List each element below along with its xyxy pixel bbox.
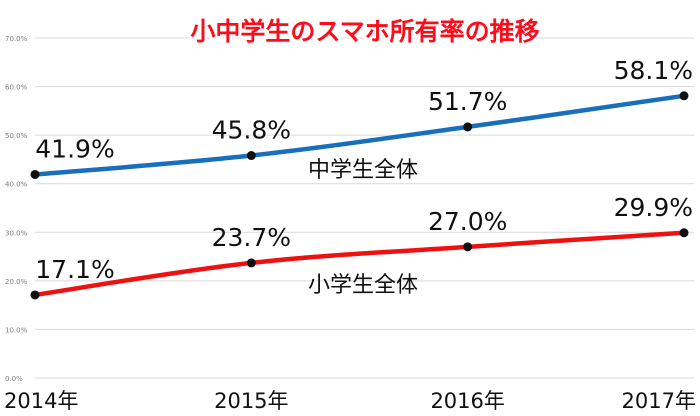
data-point bbox=[679, 228, 689, 238]
data-point bbox=[246, 151, 256, 161]
y-tick-label: 40.0% bbox=[5, 181, 28, 189]
y-tick-label: 10.0% bbox=[5, 326, 28, 334]
data-label: 58.1% bbox=[614, 56, 693, 85]
series-group bbox=[30, 91, 689, 300]
y-tick-label: 60.0% bbox=[5, 84, 28, 92]
data-label: 45.8% bbox=[212, 116, 291, 145]
data-label: 17.1% bbox=[35, 255, 114, 284]
data-label: 29.9% bbox=[614, 193, 693, 222]
data-point bbox=[246, 258, 256, 268]
y-tick-label: 30.0% bbox=[5, 229, 28, 237]
x-tick-label: 2015年 bbox=[214, 389, 288, 413]
series-name-label: 小学生全体 bbox=[308, 273, 418, 298]
x-axis-ticks: 2014年 2015年 2016年 2017年 bbox=[4, 389, 696, 413]
x-tick-label: 2014年 bbox=[4, 389, 78, 413]
series-line-0 bbox=[32, 93, 687, 177]
data-label: 23.7% bbox=[212, 223, 291, 252]
grid bbox=[35, 37, 694, 379]
data-point bbox=[679, 91, 689, 101]
y-axis-ticks: 0.0% 10.0% 20.0% 30.0% 40.0% 50.0% 60.0% 70.0% bbox=[5, 35, 28, 383]
data-label: 27.0% bbox=[428, 207, 507, 236]
series-line-1 bbox=[32, 230, 687, 298]
y-tick-label: 20.0% bbox=[5, 278, 28, 286]
data-point bbox=[463, 122, 473, 132]
x-tick-label: 2016年 bbox=[430, 389, 504, 413]
data-point bbox=[30, 290, 40, 300]
chart-title: 小中学生のスマホ所有率の推移 bbox=[190, 17, 539, 46]
data-point bbox=[463, 242, 473, 252]
data-label: 41.9% bbox=[35, 134, 114, 163]
data-label: 51.7% bbox=[428, 87, 507, 116]
y-tick-label: 70.0% bbox=[5, 35, 28, 43]
data-point bbox=[30, 169, 40, 179]
series-name-label: 中学生全体 bbox=[308, 158, 418, 183]
y-tick-label: 50.0% bbox=[5, 132, 28, 140]
y-tick-label: 0.0% bbox=[5, 375, 23, 383]
data-labels: 41.9% 45.8% 51.7% 58.1% 中学生全体 17.1% 23.7% 27.0%… bbox=[35, 56, 693, 298]
x-tick-label: 2017年 bbox=[622, 389, 696, 413]
